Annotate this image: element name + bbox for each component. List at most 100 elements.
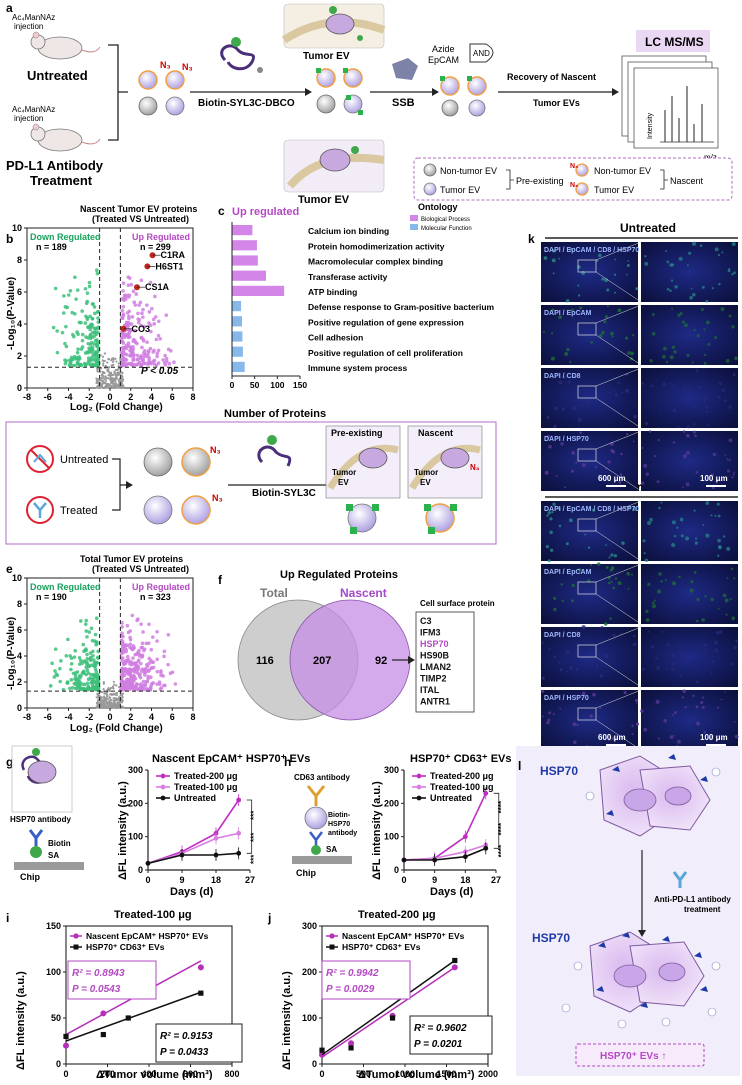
down-point xyxy=(50,661,54,666)
data-point xyxy=(100,1031,106,1038)
down-point xyxy=(53,286,58,291)
up-point xyxy=(144,354,149,359)
down-point xyxy=(93,632,98,637)
signal-dot xyxy=(579,431,583,435)
protein-item: LMAN2 xyxy=(420,662,451,672)
signal-dot xyxy=(692,292,696,297)
i-title: Treated-100 μg xyxy=(114,909,192,921)
b-up-n: n = 299 xyxy=(140,242,171,252)
panel-label-g: g xyxy=(6,755,13,769)
signal-dot xyxy=(729,598,732,601)
up-point xyxy=(150,306,154,311)
down-point xyxy=(73,648,78,653)
i-stats-box-a xyxy=(67,960,157,1000)
ns-point xyxy=(95,381,98,384)
k-microscopy-grid: DAPI / EpCAM / CD8 / HSP70 DAPI / EpCAM DA… xyxy=(540,241,739,751)
signal-dot xyxy=(550,332,554,335)
signal-dot xyxy=(671,307,674,310)
x-tick-label: 0 xyxy=(401,875,406,885)
zoom-line xyxy=(595,530,642,562)
signal-dot xyxy=(575,668,579,671)
significance-mark: *** xyxy=(250,832,259,842)
i-scatter-chart: 0 200 400 600 800 0 50 100 150 Nascent EpCAM⁺ HSP… xyxy=(46,921,240,1079)
ns-point xyxy=(101,355,105,358)
signal-dot xyxy=(676,526,679,529)
injection-label-1: Ac₄ManNAz xyxy=(12,13,55,22)
mouse-icon-treated xyxy=(30,123,101,152)
zoom-line xyxy=(595,430,642,450)
up-point xyxy=(151,665,156,670)
signal-dot xyxy=(581,691,586,696)
signal-dot xyxy=(703,397,708,402)
down-point xyxy=(84,672,88,677)
panel-b: b Nascent Tumor EV proteins (Treated VS … xyxy=(6,204,197,413)
signal-dot xyxy=(701,618,705,622)
legend-marker xyxy=(329,944,335,950)
signal-dot xyxy=(609,568,613,572)
up-point xyxy=(132,362,136,367)
up-point xyxy=(162,654,166,659)
signal-dot xyxy=(714,640,719,645)
signal-dot xyxy=(670,279,674,282)
l-result: HSP70⁺ EVs ↑ xyxy=(600,1051,666,1062)
signal-dot xyxy=(724,690,727,693)
signal-dot xyxy=(610,331,614,336)
y-tick-label: 0 xyxy=(56,1059,61,1069)
legend-nascent-tumor-icon xyxy=(575,182,589,196)
signal-dot xyxy=(716,502,720,506)
g-antibody-label: HSP70 antibody xyxy=(10,815,71,824)
up-point xyxy=(127,344,131,349)
bar xyxy=(232,285,285,296)
c-title: Up regulated xyxy=(232,206,299,218)
g-biotin-label: Biotin xyxy=(48,839,71,848)
ns-point xyxy=(99,702,102,705)
signal-dot xyxy=(705,405,709,409)
signal-dot xyxy=(733,471,736,474)
y-tick-label: 100 xyxy=(128,832,143,842)
j-p-a: P = 0.0029 xyxy=(326,984,375,995)
signal-dot xyxy=(689,588,694,593)
b-down-label: Down Regulated xyxy=(30,232,101,242)
down-point xyxy=(85,299,90,304)
signal-dot xyxy=(564,486,567,489)
signal-dot xyxy=(658,506,661,510)
signal-dot xyxy=(683,657,686,660)
ns-point xyxy=(95,706,98,709)
ns-point xyxy=(106,369,109,373)
l-cells-after xyxy=(561,931,721,1029)
up-point xyxy=(140,641,145,646)
d-untreated: Untreated xyxy=(60,454,108,466)
legend-n3-2: N₃ xyxy=(570,182,578,189)
signal-dot xyxy=(572,406,577,411)
signal-dot xyxy=(694,541,698,545)
signal-dot xyxy=(552,249,556,253)
signal-dot xyxy=(611,335,614,338)
up-point xyxy=(131,339,136,343)
signal-dot xyxy=(582,463,586,467)
signal-dot xyxy=(651,313,655,316)
i-p-a: P = 0.0543 xyxy=(72,984,121,995)
signal-dot xyxy=(705,320,710,325)
g-chip-icon xyxy=(14,862,84,870)
up-point xyxy=(136,311,140,316)
signal-dot xyxy=(711,660,715,663)
signal-dot xyxy=(614,291,616,294)
signal-dot xyxy=(587,546,591,549)
down-point xyxy=(80,309,84,313)
up-point xyxy=(138,682,143,686)
zoom-line xyxy=(595,500,642,520)
down-point xyxy=(91,362,95,366)
x-tick-label: 150 xyxy=(293,380,307,390)
signal-dot xyxy=(619,473,623,476)
ns-point xyxy=(112,685,115,688)
ns-point xyxy=(105,695,109,698)
signal-dot xyxy=(551,308,555,312)
ns-point xyxy=(114,373,117,377)
x-tick-label: 0 xyxy=(230,380,235,390)
signal-dot xyxy=(720,698,723,701)
down-point xyxy=(81,670,86,674)
signal-dot xyxy=(671,543,676,548)
h-hsp70-antibody-icon xyxy=(309,831,323,846)
zoom-line xyxy=(595,397,642,429)
signal-dot xyxy=(592,692,596,697)
